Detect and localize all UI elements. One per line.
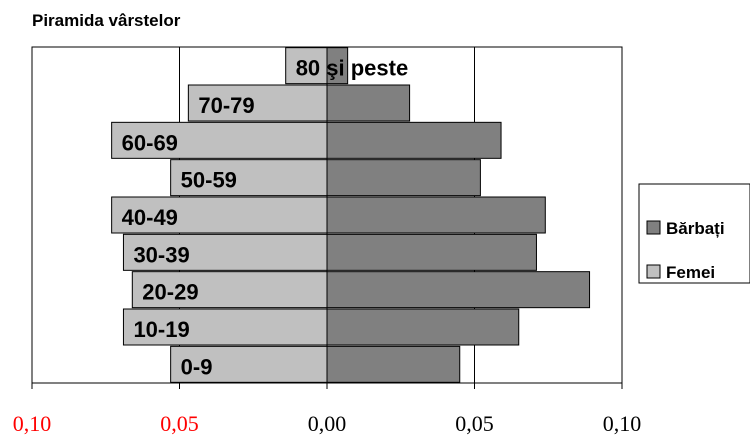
category-label: 40-49 <box>122 205 178 230</box>
bar-barbati <box>326 233 537 271</box>
bars <box>111 47 591 383</box>
category-label: 80 şi peste <box>296 56 409 81</box>
bar-femei <box>122 308 328 346</box>
x-tick-label: 0,05 <box>160 411 199 436</box>
category-label: 30-39 <box>133 242 189 267</box>
x-tick-label: 0,00 <box>308 411 347 436</box>
legend-label-femei: Femei <box>666 263 715 282</box>
bar-femei <box>122 233 328 271</box>
bar-barbati <box>326 159 481 197</box>
bar-barbati <box>326 121 502 159</box>
bar-barbati <box>326 47 349 85</box>
category-label: 0-9 <box>181 354 213 379</box>
bar-femei <box>131 271 328 309</box>
chart-title: Piramida vârstelor <box>32 11 181 30</box>
bar-barbati <box>326 271 591 309</box>
legend-swatch-barbati <box>646 220 661 235</box>
bar-barbati <box>326 308 520 346</box>
legend-label-barbati: Bărbați <box>666 219 725 238</box>
legend-swatch-femei <box>646 264 661 279</box>
category-label: 70-79 <box>198 93 254 118</box>
category-label: 60-69 <box>122 130 178 155</box>
bar-femei <box>170 345 328 383</box>
bar-femei <box>111 196 328 234</box>
bar-barbati <box>326 196 546 234</box>
legend: Bărbați Femei <box>638 183 750 284</box>
x-axis: 0,10 0,05 0,00 0,05 0,10 <box>13 382 642 436</box>
category-label: 20-29 <box>142 280 198 305</box>
x-tick-label: 0,10 <box>603 411 642 436</box>
bar-femei <box>187 84 328 122</box>
bar-barbati <box>326 345 461 383</box>
bar-femei <box>285 47 328 85</box>
category-label: 50-59 <box>181 168 237 193</box>
category-label: 10-19 <box>133 317 189 342</box>
x-tick-label: 0,05 <box>455 411 494 436</box>
bar-femei <box>170 159 328 197</box>
bar-barbati <box>326 84 411 122</box>
x-tick-label: 0,10 <box>13 411 52 436</box>
bar-femei <box>111 121 328 159</box>
